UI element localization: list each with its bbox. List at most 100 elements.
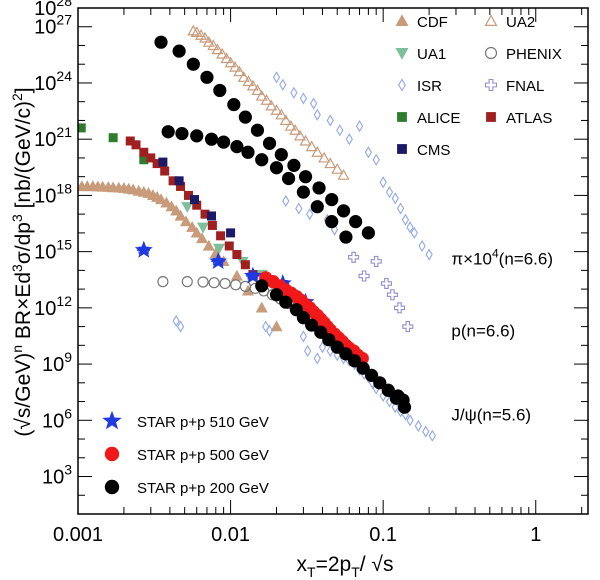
y-tick-label: 1028 xyxy=(34,0,72,20)
data-point xyxy=(391,192,399,205)
data-point xyxy=(299,92,308,105)
data-point xyxy=(318,341,327,354)
data-point xyxy=(208,277,220,289)
x-tick-label: 0.1 xyxy=(369,524,397,546)
data-point xyxy=(318,151,331,163)
data-point xyxy=(406,221,414,234)
y-axis-title: (√s/GeV)n BR×Ed3σ/dp3 [nb/(GeV/c)2] xyxy=(9,87,35,436)
data-point xyxy=(250,123,265,137)
data-point xyxy=(373,376,387,390)
data-point xyxy=(361,226,375,240)
data-point xyxy=(179,215,192,227)
curve-annotations: π×104(n=6.6) p(n=6.6) J/ψ(n=5.6) xyxy=(451,247,553,425)
data-point xyxy=(213,83,227,98)
data-point xyxy=(78,123,86,133)
data-point xyxy=(270,320,283,332)
data-point xyxy=(313,352,321,365)
data-point xyxy=(299,134,312,146)
data-point xyxy=(255,89,268,101)
legend-upper: CDF UA2 UA1 PHENIX ISR FNAL ALICE ATLAS CMS xyxy=(395,14,562,159)
data-point xyxy=(186,57,200,71)
data-point xyxy=(158,157,168,167)
data-point xyxy=(230,269,243,281)
legend-marker xyxy=(398,78,406,92)
data-point xyxy=(172,44,186,58)
data-point xyxy=(174,176,184,186)
y-tick-label: 106 xyxy=(42,405,72,432)
data-point xyxy=(349,215,363,229)
data-point xyxy=(175,126,189,141)
data-point xyxy=(160,196,173,208)
data-point xyxy=(204,132,219,146)
data-point xyxy=(216,231,226,241)
x-tick-label: 1 xyxy=(530,524,541,546)
data-point xyxy=(217,135,231,149)
data-point xyxy=(131,140,141,150)
data-point xyxy=(265,324,274,337)
data-point xyxy=(422,425,430,438)
data-point xyxy=(181,276,193,288)
data-point xyxy=(207,211,217,221)
data-point xyxy=(157,276,169,288)
series-cdf xyxy=(78,180,283,332)
data-point xyxy=(200,70,214,84)
data-point xyxy=(272,71,281,84)
data-point xyxy=(290,86,298,99)
legend-label: CDF xyxy=(417,14,448,31)
y-tick-label: 1018 xyxy=(34,180,72,207)
legend-label: FNAL xyxy=(506,78,544,95)
data-point xyxy=(260,93,273,105)
data-point xyxy=(209,251,228,270)
data-point xyxy=(425,248,433,261)
data-point xyxy=(269,288,284,302)
data-point xyxy=(241,145,255,159)
data-point xyxy=(216,47,229,59)
data-point xyxy=(233,65,246,77)
data-point xyxy=(312,181,326,195)
legend-label: PHENIX xyxy=(506,46,562,63)
data-point xyxy=(282,194,290,208)
data-point xyxy=(402,321,414,333)
data-point xyxy=(296,311,310,325)
data-point xyxy=(339,347,353,361)
y-tick-label: 103 xyxy=(42,462,72,489)
data-point xyxy=(202,239,215,251)
x-tick-label: 0.01 xyxy=(211,524,250,546)
data-point xyxy=(310,200,324,214)
data-point xyxy=(296,185,310,199)
legend-marker xyxy=(102,410,122,430)
legend-label: ISR xyxy=(417,78,442,95)
y-tick-label: 1027 xyxy=(34,12,72,39)
data-point xyxy=(243,266,262,284)
series-alice xyxy=(78,123,149,165)
legend-marker xyxy=(397,112,407,122)
data-points xyxy=(78,24,436,442)
data-point xyxy=(289,124,302,135)
y-tick-label: 1012 xyxy=(34,293,72,320)
data-point xyxy=(255,301,268,313)
legend-marker xyxy=(397,144,407,154)
annotation: J/ψ(n=5.6) xyxy=(451,405,531,424)
annotation: π×104(n=6.6) xyxy=(451,247,553,269)
legend-label: ALICE xyxy=(417,110,460,127)
data-point xyxy=(355,120,364,133)
series-ua2 xyxy=(187,24,350,180)
data-point xyxy=(418,239,426,253)
legend-marker xyxy=(484,78,498,92)
data-point xyxy=(324,157,337,169)
data-point xyxy=(381,383,395,397)
data-point xyxy=(160,166,170,176)
data-point xyxy=(270,104,283,115)
data-point xyxy=(170,204,183,216)
data-point xyxy=(196,232,209,244)
data-point xyxy=(226,228,236,238)
data-point xyxy=(336,204,351,218)
data-point xyxy=(165,200,178,212)
data-point xyxy=(190,26,203,37)
data-point xyxy=(161,125,175,139)
data-point xyxy=(202,35,215,47)
y-tick-label: 1021 xyxy=(34,124,72,151)
data-point xyxy=(207,39,220,51)
data-point xyxy=(305,318,319,332)
